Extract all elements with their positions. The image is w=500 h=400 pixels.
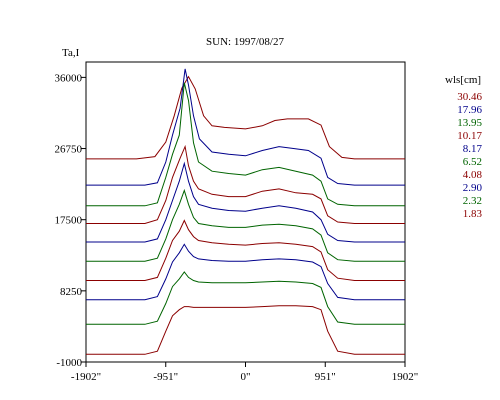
legend-item-3: 10.17 — [457, 130, 482, 142]
series-line-9 — [86, 271, 405, 325]
legend-item-5: 6.52 — [463, 156, 482, 168]
legend-item-4: 8.17 — [463, 143, 483, 155]
x-tick-label-4: 1902" — [392, 371, 419, 383]
plot-frame — [85, 61, 406, 363]
tick-layer: -1902" -951" 0" 951" 1902" -1000 8250 17500 2675… — [55, 72, 419, 383]
series-line-6 — [86, 219, 405, 281]
x-tick-label-2: 0" — [241, 371, 251, 383]
chart-title: SUN: 1997/08/27 — [206, 36, 284, 48]
y-tick-label-3: 26750 — [55, 144, 83, 156]
x-tick-label-3: 951" — [315, 371, 336, 383]
legend-item-0: 30.46 — [457, 91, 482, 103]
series-layer — [86, 68, 405, 355]
y-tick-label-0: -1000 — [56, 357, 82, 369]
x-tick-label-0: -1902" — [71, 371, 101, 383]
series-line-1 — [86, 68, 405, 186]
series-line-4 — [86, 161, 405, 243]
legend-item-2: 13.95 — [457, 117, 482, 129]
x-tick-label-1: -951" — [153, 371, 178, 383]
legend-item-8: 2.32 — [463, 195, 482, 207]
series-line-7 — [86, 243, 405, 301]
legend-item-9: 1.83 — [463, 208, 483, 220]
y-tick-label-1: 8250 — [60, 286, 83, 298]
legend-item-6: 4.08 — [463, 169, 483, 181]
series-line-2 — [86, 82, 405, 207]
y-axis-label: Ta,I — [62, 47, 80, 59]
legend-title: wls[cm] — [445, 74, 481, 86]
series-line-3 — [86, 144, 405, 224]
legend: 30.4617.9613.9510.178.176.524.082.902.32… — [457, 91, 482, 220]
series-line-0 — [86, 75, 405, 160]
series-line-5 — [86, 188, 405, 262]
series-line-10 — [86, 305, 405, 355]
legend-item-1: 17.96 — [457, 104, 482, 116]
y-tick-label-4: 36000 — [55, 72, 83, 84]
legend-item-7: 2.90 — [463, 182, 483, 194]
y-tick-label-2: 17500 — [55, 215, 83, 227]
